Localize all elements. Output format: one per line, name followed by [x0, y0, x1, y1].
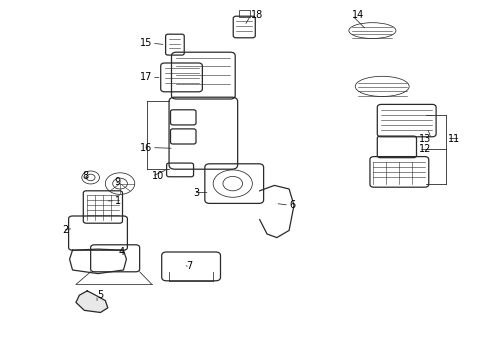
Text: 16: 16 [140, 143, 152, 153]
Text: 14: 14 [352, 10, 364, 20]
Text: 13: 13 [419, 134, 431, 144]
Text: 4: 4 [119, 247, 124, 257]
Text: 12: 12 [419, 144, 431, 154]
Text: 2: 2 [63, 225, 69, 235]
Text: 10: 10 [152, 171, 164, 181]
Text: 6: 6 [289, 200, 295, 210]
Text: 7: 7 [186, 261, 193, 271]
Text: 17: 17 [140, 72, 152, 82]
Text: 8: 8 [82, 171, 89, 181]
Text: 9: 9 [114, 177, 121, 187]
Polygon shape [76, 291, 108, 312]
Text: 11: 11 [448, 134, 461, 144]
Text: 1: 1 [115, 196, 121, 206]
Text: 3: 3 [194, 188, 200, 198]
Text: 5: 5 [97, 290, 103, 300]
Text: 18: 18 [251, 10, 263, 20]
Text: 15: 15 [140, 38, 152, 48]
Bar [239, 10, 250, 17]
